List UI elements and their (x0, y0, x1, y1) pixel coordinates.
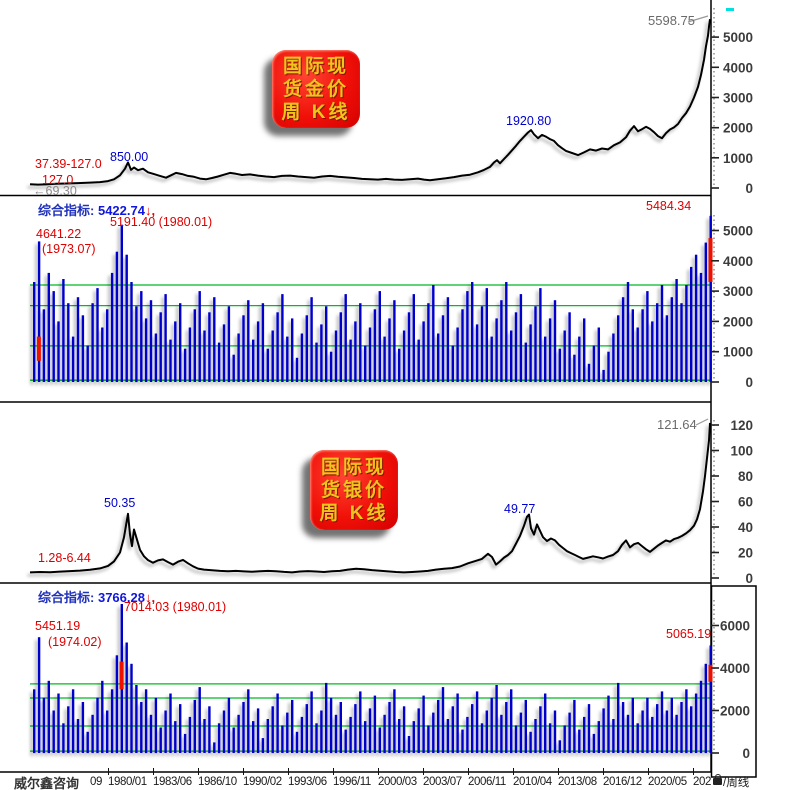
silver-price-ytick-label: 20 (738, 546, 753, 561)
panel-dividers (0, 194, 711, 773)
date-label: 2020/05 (648, 775, 687, 788)
date-label: 2016/12 (603, 775, 642, 788)
silver-price-ytick-label: 80 (738, 469, 753, 484)
date-label: 1983/06 (153, 775, 192, 788)
date-axis-tick (603, 768, 604, 775)
silver-price-leader-line (695, 418, 709, 426)
silver-indicator-ytick-label: 0 (742, 746, 750, 761)
gold-indicator-ytick-label: 4000 (723, 254, 753, 269)
silver-indicator-axis-box (710, 585, 757, 778)
silver-price-ytick-label: 120 (730, 418, 753, 433)
date-axis-tick (558, 768, 559, 775)
date-label: 1996/11 (333, 775, 371, 788)
date-axis-tick (153, 768, 154, 775)
silver-price-line (29, 422, 711, 574)
date-axis-tick (513, 768, 514, 775)
gold-badge-row: 周 K线 (281, 101, 351, 123)
gold-price-ytick-label: 1000 (723, 151, 753, 166)
gold-price-ytick-label: 0 (745, 181, 753, 196)
silver-price-ytick-label: 0 (745, 571, 753, 586)
gold-title-badge: 国际现 货金价 周 K线 (272, 50, 360, 128)
gold-price-ytick-label: 4000 (723, 60, 753, 75)
date-label: 1986/10 (198, 775, 237, 788)
date-label: 1993/06 (288, 775, 327, 788)
date-axis-tick (108, 768, 109, 775)
gold-price-line (29, 18, 711, 186)
gold-badge-row: 国际现 (282, 55, 349, 77)
date-axis-tick (423, 768, 424, 775)
gold-price-leader-line (687, 15, 709, 23)
gold-indicator-red-segment (36, 336, 41, 361)
gold-indicator-ytick-label: 3000 (723, 284, 753, 299)
silver-price-ytick-label: 60 (738, 495, 753, 510)
date-label: 2013/08 (558, 775, 597, 788)
cyan-marker (726, 8, 734, 11)
date-axis-tick (198, 768, 199, 775)
date-label: 2000/03 (378, 775, 417, 788)
date-label: 1980/01 (108, 775, 147, 788)
silver-title-badge: 国际现 货银价 周 K线 (310, 450, 398, 530)
silver-indicator-red-segment (708, 664, 713, 682)
date-label: 2003/07 (423, 775, 462, 788)
silver-price-ytick-label: 40 (738, 520, 753, 535)
date-axis-tick (693, 768, 694, 775)
watermark: 威尔鑫咨询 (14, 776, 80, 790)
gold-indicator-red-segment (708, 238, 713, 282)
date-axis-tick (243, 768, 244, 775)
silver-indicator-ytick-label: 4000 (720, 661, 750, 676)
silver-indicator-bars (33, 604, 712, 754)
gold-price-ytick-label: 3000 (723, 91, 753, 106)
gold-indicator-ytick-label: 5000 (723, 224, 753, 239)
date-axis-tick (333, 768, 334, 775)
date-axis-tick (648, 768, 649, 775)
date-label: 09 (90, 775, 102, 788)
silver-indicator-ytick-label: 6000 (720, 619, 750, 634)
date-label: 2006/11 (468, 775, 506, 788)
silver-indicator-red-segment (119, 661, 124, 690)
date-label: 2010/04 (513, 775, 552, 788)
date-axis-tick (468, 768, 469, 775)
silver-badge-row: 周 K线 (319, 502, 389, 524)
gold-indicator-bars (33, 215, 712, 383)
silver-badge-row: 货银价 (320, 479, 387, 501)
silver-indicator-ytick-label: 2000 (720, 704, 750, 719)
date-label: 1990/02 (243, 775, 282, 788)
gold-indicator-ytick-label: 1000 (723, 345, 753, 360)
period-label[interactable]: /周线 (723, 776, 750, 789)
gold-indicator-ytick-label: 2000 (723, 314, 753, 329)
date-axis-tick (378, 768, 379, 775)
lock-icon (713, 774, 722, 785)
silver-price-ytick-label: 100 (730, 444, 753, 459)
date-label: 202 (693, 775, 711, 788)
gold-price-ytick-label: 2000 (723, 121, 753, 136)
gold-indicator-ytick-label: 0 (745, 375, 753, 390)
date-axis: 09 1980/01 1983/06 1986/10 1990/02 1993/06 199… (90, 774, 749, 789)
gold-badge-row: 货金价 (282, 78, 349, 100)
date-axis-tick (288, 768, 289, 775)
silver-badge-row: 国际现 (320, 456, 387, 478)
gold-price-ytick-label: 5000 (723, 30, 753, 45)
